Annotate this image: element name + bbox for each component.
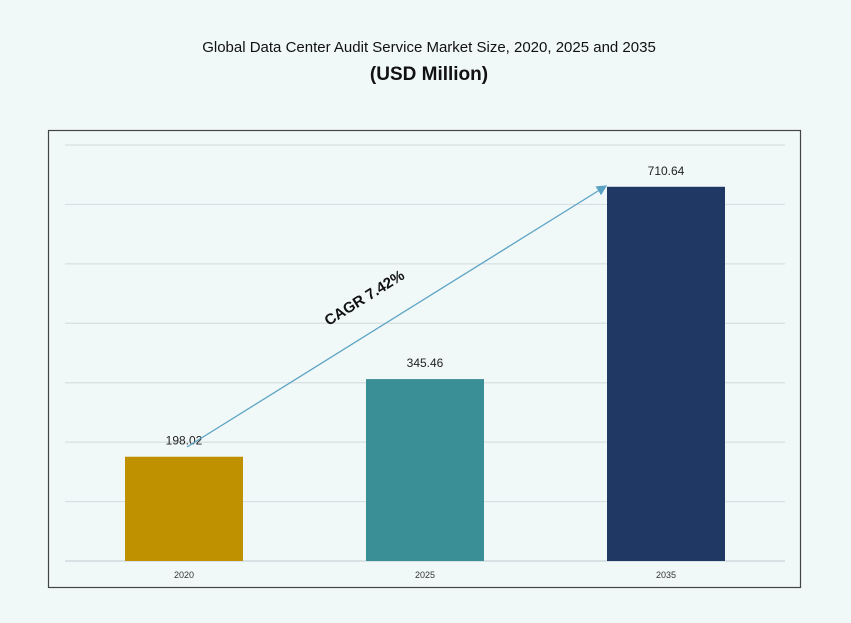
- data-label: 198.02: [166, 434, 203, 448]
- x-tick-label: 2020: [174, 570, 194, 580]
- x-tick-label: 2025: [415, 570, 435, 580]
- bar-2035: [607, 186, 725, 562]
- chart-subtitle: (USD Million): [370, 64, 488, 85]
- x-tick-labels: 2020 2025 2035: [174, 570, 676, 580]
- bar-2025: [366, 379, 484, 561]
- bars: [125, 186, 725, 562]
- chart-title: Global Data Center Audit Service Market …: [202, 39, 656, 56]
- bar-2020: [125, 456, 243, 561]
- data-labels: 198.02 345.46 710.64: [166, 164, 685, 448]
- x-tick-label: 2035: [656, 570, 676, 580]
- cagr-arrow: [186, 185, 608, 448]
- data-label: 710.64: [648, 164, 685, 178]
- data-label: 345.46: [407, 356, 444, 370]
